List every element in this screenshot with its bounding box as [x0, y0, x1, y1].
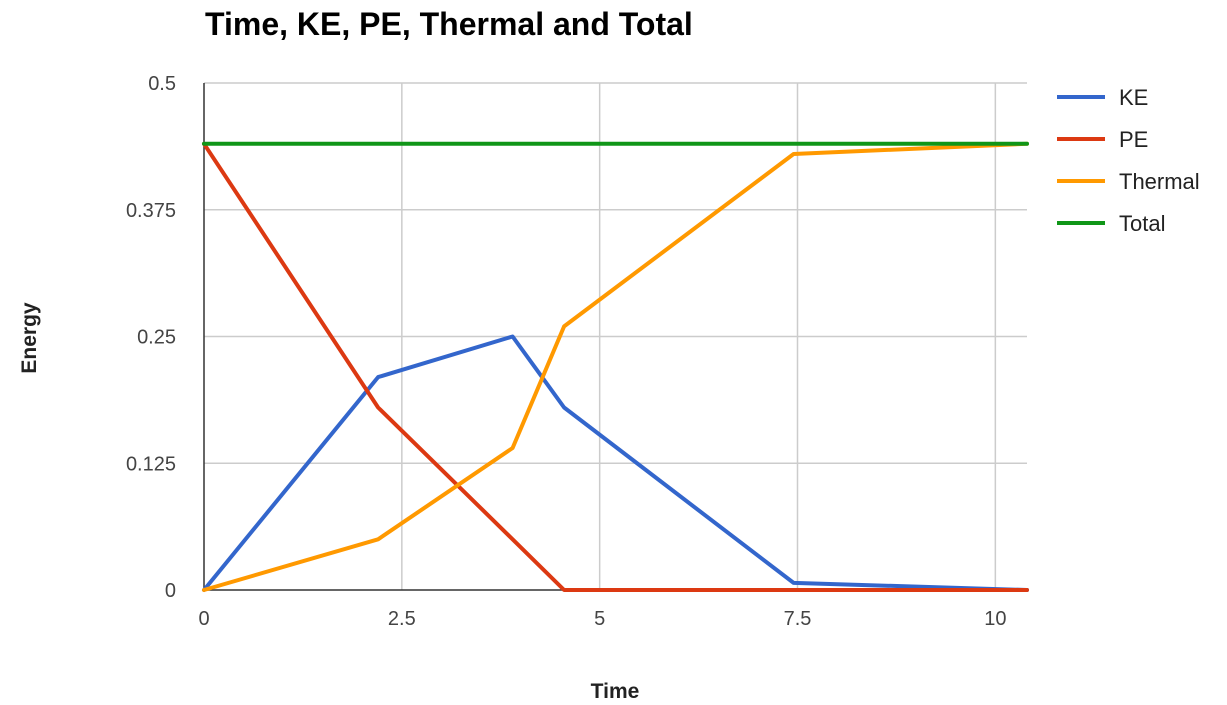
- grid-lines: [204, 82, 1027, 590]
- series-line-pe: [202, 141, 1029, 592]
- series-lines: [202, 141, 1029, 592]
- y-tick-label: 0.375: [126, 200, 176, 222]
- tick-labels: 0 0.125 0.25 0.375 0.5 0 2.5 5 7.5 10: [126, 73, 1007, 630]
- x-tick-label: 10: [984, 608, 1006, 630]
- legend: KE PE Thermal Total: [1057, 85, 1200, 236]
- x-tick-label: 7.5: [784, 608, 812, 630]
- x-tick-label: 5: [594, 608, 605, 630]
- y-axis-title: Energy: [18, 302, 41, 374]
- x-tick-label: 2.5: [388, 608, 416, 630]
- legend-label-ke: KE: [1119, 85, 1148, 110]
- y-tick-label: 0: [165, 580, 176, 602]
- legend-label-pe: PE: [1119, 127, 1148, 152]
- chart-title: Time, KE, PE, Thermal and Total: [205, 6, 693, 42]
- x-axis-title: Time: [591, 680, 640, 703]
- y-tick-label: 0.5: [148, 73, 176, 95]
- legend-label-thermal: Thermal: [1119, 169, 1200, 194]
- x-tick-label: 0: [198, 608, 209, 630]
- y-tick-label: 0.125: [126, 453, 176, 475]
- y-tick-label: 0.25: [137, 327, 176, 349]
- legend-label-total: Total: [1119, 211, 1165, 236]
- series-line-ke: [202, 334, 1029, 592]
- series-line-thermal: [202, 141, 1029, 592]
